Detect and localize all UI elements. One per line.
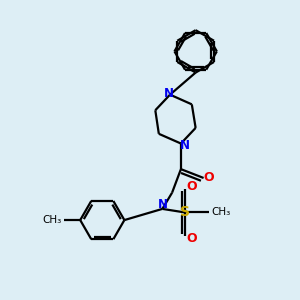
Text: S: S	[180, 206, 190, 219]
Text: CH₃: CH₃	[42, 215, 62, 225]
Text: O: O	[204, 172, 214, 184]
Text: O: O	[186, 180, 196, 193]
Text: N: N	[164, 87, 174, 100]
Text: CH₃: CH₃	[211, 207, 230, 218]
Text: N: N	[158, 198, 168, 211]
Text: N: N	[179, 140, 190, 152]
Text: O: O	[186, 232, 196, 244]
